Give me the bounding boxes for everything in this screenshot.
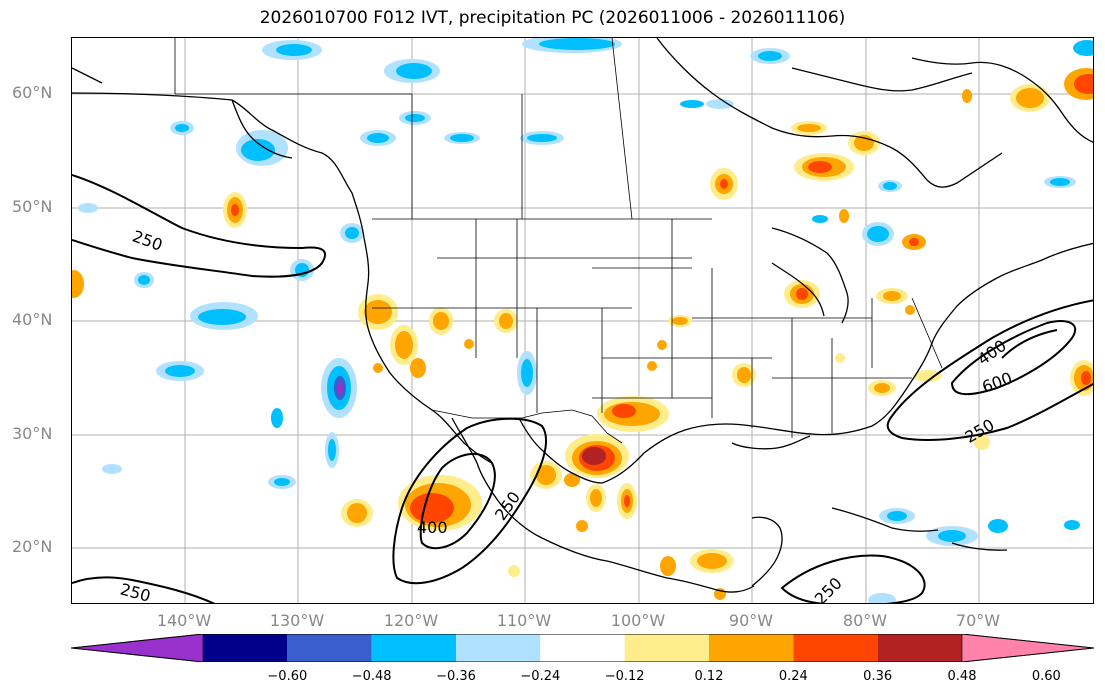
colorbar-tick-label: 0.60 <box>1031 669 1061 684</box>
lon-label-110w: 110°W <box>496 611 552 630</box>
positive-anomaly-shading <box>72 68 1093 600</box>
colorbar-tick-label: −0.12 <box>604 669 645 684</box>
coastlines <box>72 38 1093 593</box>
colorbar-cell <box>877 634 962 662</box>
political-borders <box>174 38 943 444</box>
contour-label: 250 <box>491 488 524 524</box>
colorbar-cell <box>793 634 878 662</box>
colorbar-cell <box>624 634 709 662</box>
lon-label-70w: 70°W <box>955 611 1001 630</box>
negative-anomaly-shading <box>78 38 1093 603</box>
lon-label-80w: 80°W <box>842 611 888 630</box>
lon-label-140w: 140°W <box>156 611 212 630</box>
colorbar <box>71 634 1094 662</box>
lon-label-120w: 120°W <box>383 611 439 630</box>
colorbar-tick-label: −0.60 <box>267 669 308 684</box>
colorbar-tick-label: −0.48 <box>351 669 392 684</box>
lat-label-50n: 50°N <box>12 197 53 216</box>
colorbar-cell <box>371 634 456 662</box>
colorbar-cell <box>709 634 794 662</box>
lon-label-100w: 100°W <box>610 611 666 630</box>
lat-label-40n: 40°N <box>12 310 53 329</box>
contour-label: 250 <box>118 579 152 604</box>
colorbar-cell <box>961 634 1094 662</box>
colorbar-cell <box>540 634 625 662</box>
contour-label: 400 <box>417 518 448 537</box>
contour-label-group: 250 250 400 250 250 400 600 250 <box>118 226 1015 604</box>
colorbar-tick-label: −0.36 <box>436 669 476 684</box>
colorbar-cells <box>71 634 1094 662</box>
colorbar-tick-label: −0.24 <box>520 669 561 684</box>
colorbar-cell <box>71 634 204 662</box>
ivt-contours <box>72 174 1093 603</box>
lat-label-30n: 30°N <box>12 424 53 443</box>
map-panel: 250 250 400 250 250 400 600 250 <box>71 37 1094 604</box>
lon-label-130w: 130°W <box>269 611 325 630</box>
colorbar-cell <box>203 634 288 662</box>
lat-label-20n: 20°N <box>12 537 53 556</box>
colorbar-tick-label: 0.12 <box>694 669 724 684</box>
lon-label-90w: 90°W <box>728 611 774 630</box>
colorbar-cell <box>456 634 541 662</box>
map-title: 2026010700 F012 IVT, precipitation PC (2… <box>259 8 846 28</box>
contour-label: 600 <box>979 368 1014 396</box>
contour-label: 250 <box>130 226 165 254</box>
lat-label-60n: 60°N <box>12 83 53 102</box>
colorbar-cell <box>287 634 372 662</box>
colorbar-tick-label: 0.24 <box>778 669 808 684</box>
colorbar-tick-label: 0.48 <box>947 669 977 684</box>
colorbar-tick-label: 0.36 <box>863 669 893 684</box>
contour-label: 250 <box>811 574 846 604</box>
map-svg: 250 250 400 250 250 400 600 250 <box>72 38 1093 604</box>
